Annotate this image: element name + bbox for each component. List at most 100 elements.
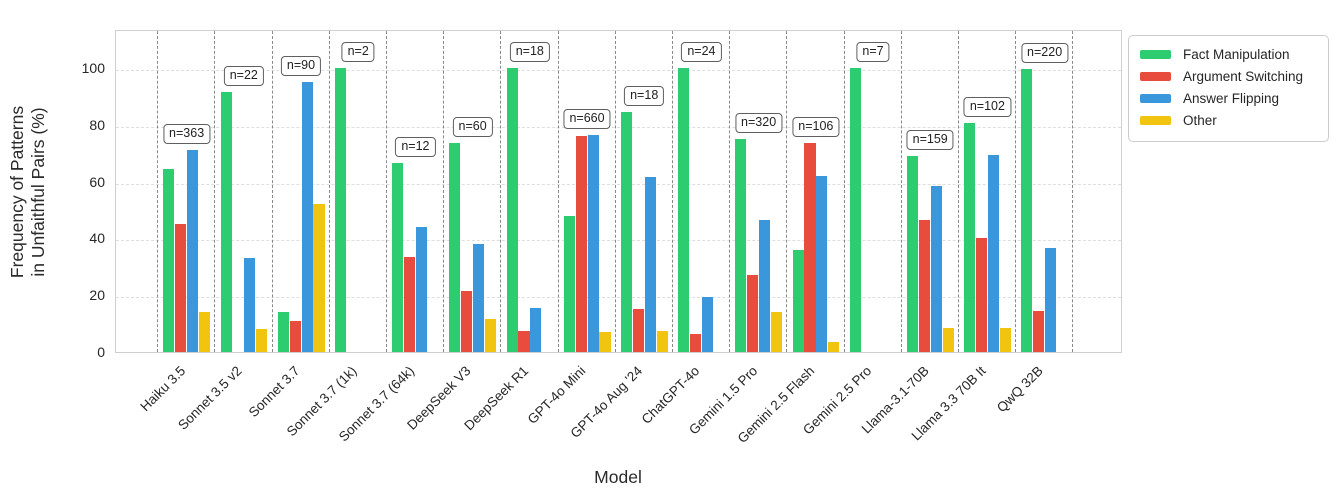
bar-fact-manipulation: [163, 168, 175, 352]
x-tick-label: Haiku 3.5: [136, 363, 188, 415]
sample-size-annotation: n=7: [856, 42, 890, 62]
y-gridline: [116, 183, 1121, 185]
bar-answer-flipping: [701, 296, 714, 352]
legend-label: Fact Manipulation: [1183, 47, 1290, 62]
y-tick-label: 20: [89, 287, 105, 304]
group-separator: [729, 31, 731, 352]
legend-swatch-argument-switching: [1140, 72, 1171, 81]
bar-argument-switching: [632, 309, 644, 352]
sample-size-annotation: n=320: [735, 113, 783, 133]
x-tick-label: Sonnet 3.7: [245, 363, 303, 420]
bar-answer-flipping: [930, 185, 942, 352]
group-separator: [671, 31, 673, 352]
bar-fact-manipulation: [220, 92, 232, 352]
bar-argument-switching: [1033, 310, 1045, 352]
sample-size-annotation: n=2: [341, 42, 375, 62]
sample-size-annotation: n=660: [563, 108, 611, 129]
group-separator: [557, 31, 559, 352]
legend-swatch-other: [1140, 116, 1171, 125]
bar-other: [942, 327, 954, 352]
group-separator: [385, 31, 387, 352]
sample-size-annotation: n=18: [624, 86, 665, 107]
bar-other: [313, 204, 325, 352]
sample-size-annotation: n=22: [223, 66, 264, 87]
y-axis-label: Frequency of Patterns in Unfaithful Pair…: [7, 42, 51, 342]
bar-fact-manipulation: [392, 163, 404, 352]
legend-item: Other: [1140, 113, 1318, 128]
group-separator: [443, 31, 445, 352]
y-axis-label-line1: Frequency of Patterns: [7, 105, 27, 279]
group-separator: [1072, 31, 1074, 352]
sample-size-annotation: n=106: [792, 117, 840, 138]
group-separator: [786, 31, 788, 352]
bar-fact-manipulation: [563, 215, 575, 352]
y-tick-label: 0: [97, 344, 105, 360]
bar-fact-manipulation: [620, 112, 633, 352]
bar-other: [599, 332, 611, 352]
group-separator: [1015, 31, 1017, 352]
y-gridline: [116, 126, 1121, 128]
bar-fact-manipulation: [849, 68, 861, 352]
sample-size-annotation: n=90: [280, 56, 322, 77]
bar-answer-flipping: [816, 175, 828, 352]
bar-fact-manipulation: [792, 249, 804, 352]
bar-answer-flipping: [244, 258, 256, 352]
bar-other: [999, 327, 1011, 352]
bar-fact-manipulation: [1021, 69, 1033, 352]
x-tick-label: ChatGPT-4o: [639, 363, 703, 427]
legend-item: Answer Flipping: [1140, 91, 1318, 106]
group-separator: [500, 31, 502, 352]
legend-swatch-answer-flipping: [1140, 94, 1171, 103]
bar-fact-manipulation: [678, 68, 690, 352]
sample-size-annotation: n=12: [395, 137, 436, 158]
bar-fact-manipulation: [334, 68, 347, 352]
bar-fact-manipulation: [449, 143, 461, 352]
legend-label: Argument Switching: [1183, 69, 1304, 84]
group-separator: [614, 31, 616, 352]
bar-other: [256, 329, 268, 352]
bar-argument-switching: [976, 238, 988, 352]
bar-fact-manipulation: [506, 68, 518, 352]
y-tick-label: 60: [89, 173, 105, 190]
bar-argument-switching: [575, 136, 587, 352]
group-separator: [214, 31, 216, 352]
bar-answer-flipping: [1045, 248, 1057, 352]
group-separator: [328, 31, 330, 352]
y-axis-label-line2: in Unfaithful Pairs (%): [28, 107, 48, 277]
legend-label: Answer Flipping: [1183, 91, 1280, 106]
bar-argument-switching: [804, 143, 816, 352]
bar-argument-switching: [518, 330, 530, 352]
y-gridline: [116, 70, 1121, 71]
bar-argument-switching: [289, 320, 301, 352]
sample-size-annotation: n=18: [509, 42, 550, 62]
bar-answer-flipping: [473, 244, 485, 352]
legend-item: Argument Switching: [1140, 69, 1318, 84]
sample-size-annotation: n=159: [906, 130, 954, 151]
x-tick-label: QwQ 32B: [993, 363, 1046, 416]
bar-fact-manipulation: [964, 123, 976, 352]
bar-argument-switching: [918, 219, 930, 352]
y-tick-label: 100: [81, 60, 105, 76]
bar-answer-flipping: [759, 219, 771, 352]
y-tick-label: 80: [89, 116, 105, 133]
group-separator: [843, 31, 845, 352]
bar-argument-switching: [404, 256, 416, 352]
bar-fact-manipulation: [735, 139, 747, 352]
legend-item: Fact Manipulation: [1140, 47, 1318, 62]
bar-fact-manipulation: [277, 312, 289, 352]
sample-size-annotation: n=24: [681, 42, 722, 62]
bar-argument-switching: [690, 333, 702, 352]
group-separator: [271, 31, 273, 352]
x-axis-label: Model: [594, 467, 642, 487]
bar-other: [656, 330, 668, 352]
legend: Fact Manipulation Argument Switching Answe…: [1128, 35, 1329, 142]
group-separator: [900, 31, 902, 352]
plot-area: n=363 n=22 n=90 n=2 n=12 n=60 n=18 n=660 n=18 n=2…: [115, 30, 1122, 353]
legend-label: Other: [1183, 113, 1217, 128]
bar-other: [199, 312, 211, 352]
bar-other: [771, 312, 783, 352]
bar-answer-flipping: [187, 150, 199, 352]
y-gridline: [116, 297, 1121, 299]
legend-swatch-fact-manipulation: [1140, 50, 1171, 59]
